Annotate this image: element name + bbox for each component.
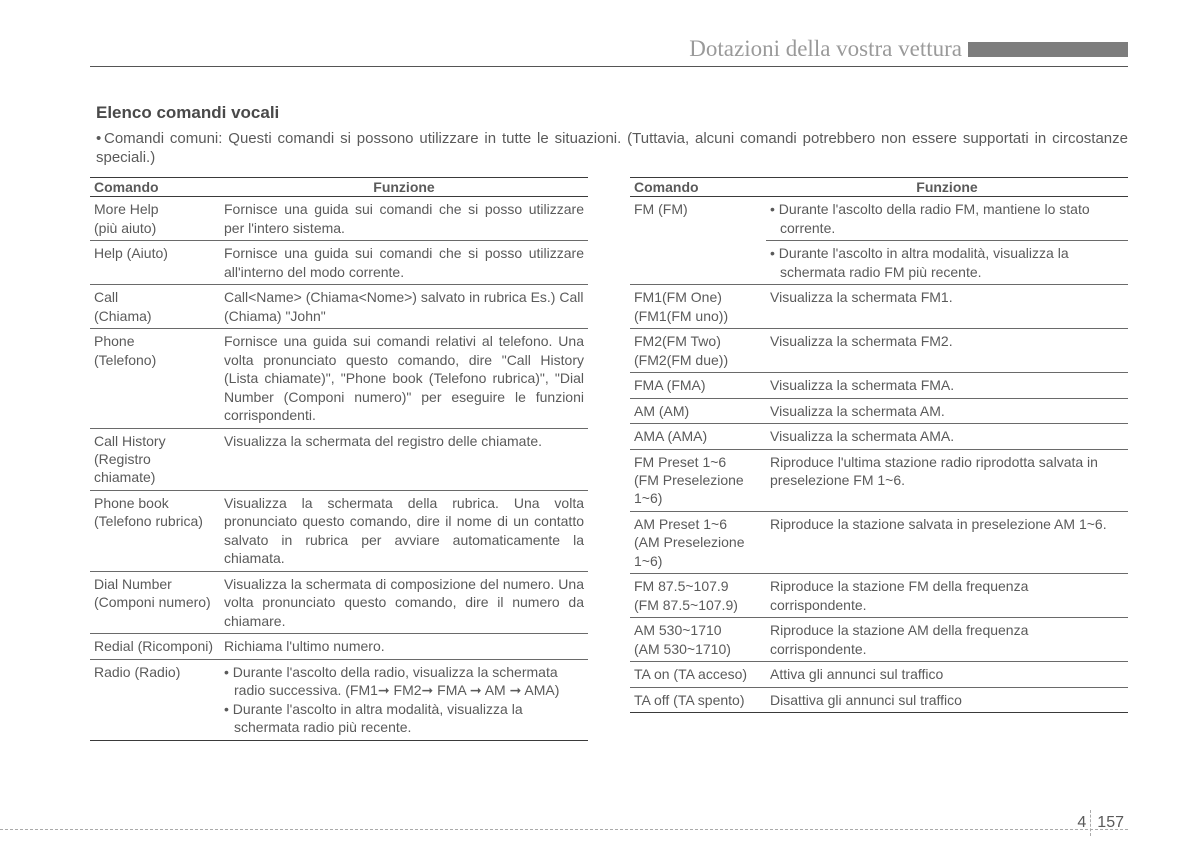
table-func: Visualizza la schermata AM. [766, 398, 1128, 423]
th-comando: Comando [90, 178, 220, 197]
table-cmd: Phone(Telefono) [90, 329, 220, 428]
table-func: Riproduce l'ultima stazione radio riprod… [766, 449, 1128, 511]
table-func: Visualizza la schermata della rubrica. U… [220, 490, 588, 571]
table-cmd: FM 87.5~107.9(FM 87.5~107.9) [630, 574, 766, 618]
table-cmd: AM (AM) [630, 398, 766, 423]
th-funzione-r: Funzione [766, 178, 1128, 197]
table-func: Call<Name> (Chiama<Nome>) salvato in rub… [220, 285, 588, 329]
th-funzione: Funzione [220, 178, 588, 197]
table-func: Richiama l'ultimo numero. [220, 634, 588, 659]
header-accent-bar [968, 42, 1128, 57]
table-cmd: FMA (FMA) [630, 373, 766, 398]
table-cmd [630, 241, 766, 285]
table-func: Visualizza la schermata AMA. [766, 424, 1128, 449]
intro-text: Comandi comuni: Questi comandi si posson… [96, 130, 1128, 166]
table-cmd: AMA (AMA) [630, 424, 766, 449]
table-cmd: FM (FM) [630, 197, 766, 241]
table-func: Riproduce la stazione AM della frequenza… [766, 618, 1128, 662]
table-cmd: TA off (TA spento) [630, 687, 766, 712]
table-cmd: Call(Chiama) [90, 285, 220, 329]
table-func: • Durante l'ascolto in altra modalità, v… [766, 241, 1128, 285]
table-func: Visualizza la schermata FM1. [766, 285, 1128, 329]
header-rule [90, 66, 1128, 67]
table-func: Attiva gli annunci sul traffico [766, 662, 1128, 687]
table-func: • Durante l'ascolto della radio, visuali… [220, 659, 588, 740]
table-cmd: Help (Aiuto) [90, 241, 220, 285]
table-func: Fornisce una guida sui comandi relativi … [220, 329, 588, 428]
table-cmd: Redial (Ricomponi) [90, 634, 220, 659]
table-func: • Durante l'ascolto della radio FM, mant… [766, 197, 1128, 241]
table-cmd: Call History(Registro chiamate) [90, 428, 220, 490]
table-func: Riproduce la stazione FM della frequenza… [766, 574, 1128, 618]
table-func: Fornisce una guida sui comandi che si po… [220, 241, 588, 285]
table-cmd: TA on (TA acceso) [630, 662, 766, 687]
footer-dash-line [0, 829, 1128, 830]
header-title: Dotazioni della vostra vettura [90, 36, 968, 62]
table-cmd: FM1(FM One)(FM1(FM uno)) [630, 285, 766, 329]
table-cmd: Radio (Radio) [90, 659, 220, 740]
table-func: Visualizza la schermata FMA. [766, 373, 1128, 398]
th-comando-r: Comando [630, 178, 766, 197]
page-number: 4157 [1077, 810, 1128, 836]
table-func: Visualizza la schermata del registro del… [220, 428, 588, 490]
table-func: Visualizza la schermata di composizione … [220, 571, 588, 633]
table-func: Visualizza la schermata FM2. [766, 329, 1128, 373]
table-func: Fornisce una guida sui comandi che si po… [220, 197, 588, 241]
section-intro: •Comandi comuni: Questi comandi si posso… [96, 129, 1128, 167]
table-func: Riproduce la stazione salvata in presele… [766, 511, 1128, 573]
section-title: Elenco comandi vocali [96, 103, 1128, 123]
table-cmd: Dial Number(Componi numero) [90, 571, 220, 633]
table-cmd: FM2(FM Two)(FM2(FM due)) [630, 329, 766, 373]
table-cmd: AM Preset 1~6(AM Preselezione 1~6) [630, 511, 766, 573]
page-footer: 4157 [0, 829, 1128, 834]
commands-table-right: Comando Funzione FM (FM)• Durante l'asco… [630, 177, 1128, 713]
page-header: Dotazioni della vostra vettura [90, 36, 1128, 62]
table-cmd: FM Preset 1~6(FM Preselezione 1~6) [630, 449, 766, 511]
table-func: Disattiva gli annunci sul traffico [766, 687, 1128, 712]
table-cmd: AM 530~1710(AM 530~1710) [630, 618, 766, 662]
commands-table-left: Comando Funzione More Help(più aiuto)For… [90, 177, 588, 740]
table-cmd: Phone book(Telefono rubrica) [90, 490, 220, 571]
table-cmd: More Help(più aiuto) [90, 197, 220, 241]
